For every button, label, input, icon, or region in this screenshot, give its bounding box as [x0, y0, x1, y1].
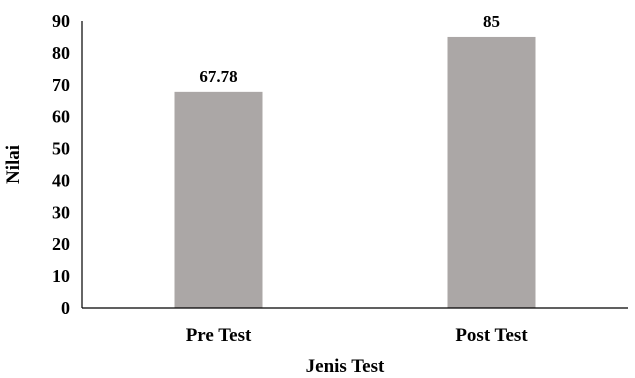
x-category-label: Post Test	[455, 325, 528, 346]
bar	[447, 36, 536, 308]
y-tick-label: 50	[52, 139, 70, 159]
bar	[174, 91, 263, 308]
y-tick-label: 70	[52, 75, 70, 95]
y-axis-title: Nilai	[3, 145, 24, 184]
x-category-label: Pre Test	[186, 325, 252, 346]
x-axis-category-labels: Pre Test Post Test	[186, 325, 529, 346]
data-label: 67.78	[199, 67, 237, 86]
y-tick-label: 80	[52, 43, 70, 63]
data-label: 85	[483, 12, 500, 31]
y-tick-label: 10	[52, 266, 70, 286]
y-tick-label: 90	[52, 11, 70, 31]
y-tick-label: 20	[52, 234, 70, 254]
y-tick-label: 0	[61, 298, 70, 318]
y-tick-label: 40	[52, 170, 70, 190]
y-axis-tick-labels: 0 10 20 30 40 50 60 70 80 90	[52, 11, 70, 318]
y-tick-label: 60	[52, 107, 70, 127]
x-axis-title: Jenis Test	[306, 356, 385, 377]
data-labels: 67.78 85	[199, 12, 500, 86]
bars	[174, 36, 536, 308]
y-tick-label: 30	[52, 202, 70, 222]
